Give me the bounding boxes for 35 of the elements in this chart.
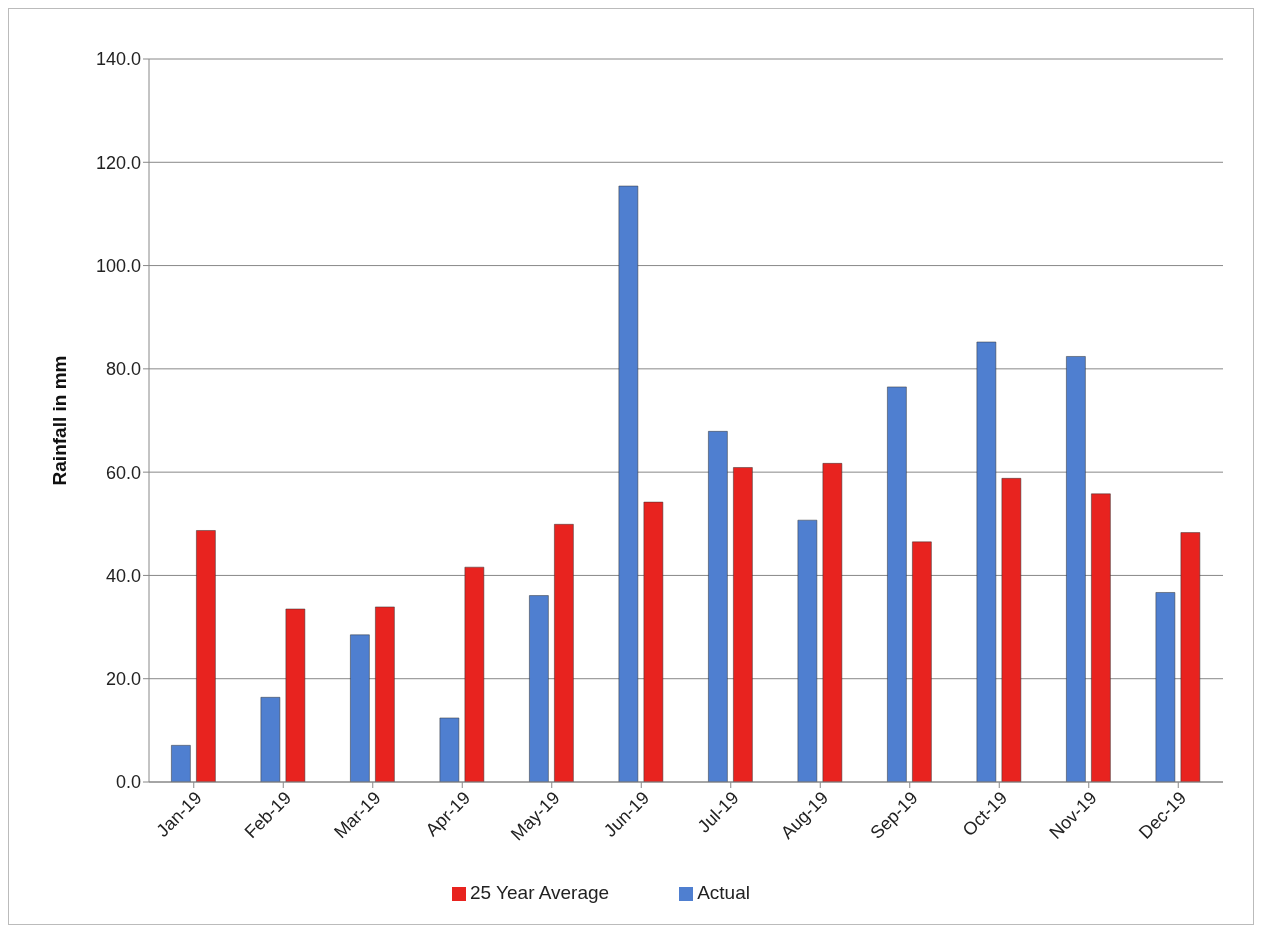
bar — [350, 634, 370, 782]
bar — [439, 717, 460, 782]
bar — [260, 697, 281, 782]
bar — [1066, 356, 1086, 782]
bar — [285, 608, 306, 782]
bar — [643, 501, 664, 782]
bar — [912, 541, 932, 782]
y-tick-label: 40.0 — [105, 565, 141, 586]
bar — [1155, 592, 1176, 782]
bar — [375, 606, 395, 782]
bar — [887, 386, 907, 782]
y-tick-label: 60.0 — [105, 462, 141, 483]
legend-label: Actual — [697, 882, 750, 903]
y-tick-label: 100.0 — [95, 255, 141, 276]
bar — [464, 566, 485, 782]
bar — [618, 185, 639, 782]
bar — [733, 467, 753, 782]
bar — [1091, 493, 1111, 782]
bar — [1180, 532, 1201, 782]
bar — [554, 524, 574, 782]
bar — [708, 431, 728, 782]
bar — [797, 519, 818, 782]
y-tick-label: 20.0 — [105, 669, 141, 690]
y-axis-title: Rainfall in mm — [48, 355, 70, 486]
bar — [976, 341, 997, 782]
bar — [822, 463, 843, 782]
bar — [1001, 478, 1022, 782]
legend-label: 25 Year Average — [470, 882, 610, 903]
y-tick-label: 120.0 — [95, 152, 141, 173]
bar — [196, 530, 216, 782]
bar — [171, 745, 191, 782]
y-tick-label: 80.0 — [105, 359, 141, 380]
y-tick-label: 140.0 — [95, 49, 141, 70]
y-tick-label: 0.0 — [115, 772, 141, 793]
bar — [529, 595, 549, 782]
